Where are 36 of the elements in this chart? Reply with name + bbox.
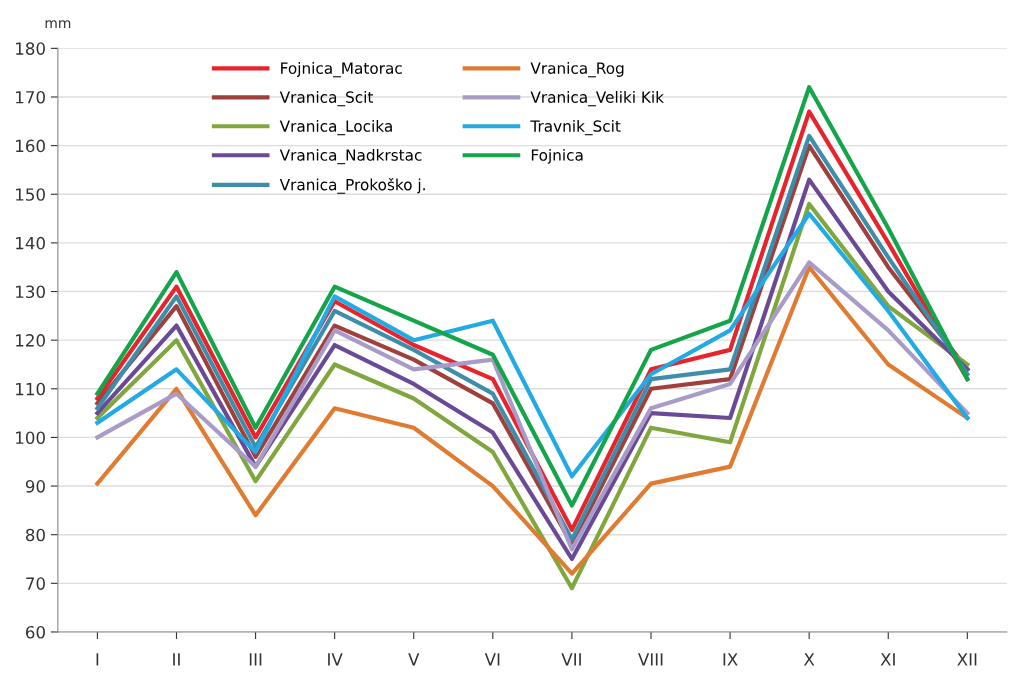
- x-tick-label: VI: [484, 653, 500, 666]
- x-tick-label: IX: [723, 653, 738, 666]
- y-tick-label: 60: [26, 625, 45, 639]
- x-tick-label: VII: [561, 653, 581, 666]
- y-tick-label: 110: [16, 382, 45, 396]
- y-tick-label: 180: [16, 42, 45, 55]
- y-tick-label: 160: [16, 139, 45, 153]
- legend-label: Vranica_Rog: [530, 62, 624, 78]
- y-tick-label: 100: [16, 431, 45, 444]
- x-tick-label: IV: [328, 653, 343, 666]
- y-tick-label: 150: [16, 188, 45, 201]
- x-tick-label: I: [96, 653, 99, 666]
- x-tick-label: V: [408, 653, 420, 666]
- y-tick-label: 170: [16, 90, 45, 104]
- x-tick-label: XI: [880, 653, 895, 666]
- line-series: [95, 211, 970, 479]
- legend-label: Travnik_Scit: [530, 120, 621, 136]
- y-tick-label: 80: [25, 528, 45, 542]
- legend-label: Vranica_Scit: [279, 91, 374, 107]
- legend-label: Fojnica: [531, 148, 583, 164]
- y-tick-label: 120: [16, 334, 45, 347]
- y-axis-title: mm: [45, 20, 71, 28]
- y-tick-label: 140: [16, 236, 45, 250]
- x-tick-label: III: [249, 653, 262, 666]
- legend-label: Fojnica_Matorac: [281, 62, 402, 78]
- y-tick-label: 70: [26, 577, 45, 590]
- y-tick-label: 130: [16, 285, 45, 299]
- y-tick-label: 90: [25, 480, 45, 493]
- x-tick-label: II: [173, 653, 180, 666]
- x-tick-label: XII: [957, 653, 977, 666]
- legend-label: Vranica_Nadkrstac: [279, 148, 422, 165]
- legend-label: Vranica_Veliki Kik: [530, 91, 664, 107]
- x-tick-label: VIII: [638, 653, 663, 666]
- legend-label: Vranica_Prokoško j.: [279, 177, 425, 194]
- legend-label: Vranica_Locika: [279, 120, 392, 136]
- x-tick-label: X: [803, 653, 815, 666]
